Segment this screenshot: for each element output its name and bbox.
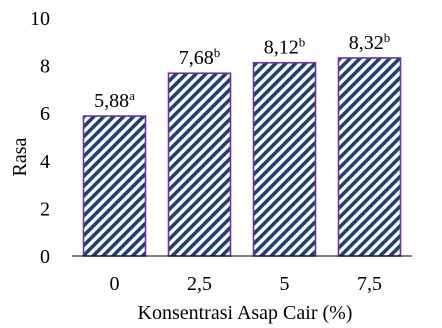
bar: [252, 61, 317, 257]
x-tick-label: 0: [110, 273, 120, 295]
y-tick-label: 0: [40, 246, 50, 268]
x-tick-label: 7,5: [357, 273, 382, 295]
y-tick-label: 8: [40, 56, 50, 78]
data-label: 8,12b: [264, 35, 306, 59]
y-tick-label: 2: [40, 198, 50, 220]
y-axis-title: Rasa: [9, 137, 31, 176]
x-axis-ticks: 0 2,5 5 7,5: [110, 273, 383, 295]
y-tick-label: 6: [40, 103, 50, 125]
x-tick-label: 2,5: [187, 273, 212, 295]
y-axis-ticks: 0 2 4 6 8 10: [30, 8, 50, 268]
x-tick-label: 5: [280, 273, 290, 295]
bar: [82, 115, 147, 257]
x-axis-title: Konsentrasi Asap Cair (%): [138, 302, 353, 324]
data-label: 5,88a: [94, 88, 135, 112]
bar: [337, 57, 402, 257]
data-label: 7,68b: [179, 45, 221, 69]
data-labels: 5,88a 7,68b 8,12b 8,32b: [94, 30, 390, 112]
data-label: 8,32b: [349, 30, 391, 54]
y-tick-label: 10: [30, 8, 50, 30]
bar: [167, 72, 232, 257]
bars: [82, 57, 402, 257]
y-tick-label: 4: [40, 151, 50, 173]
